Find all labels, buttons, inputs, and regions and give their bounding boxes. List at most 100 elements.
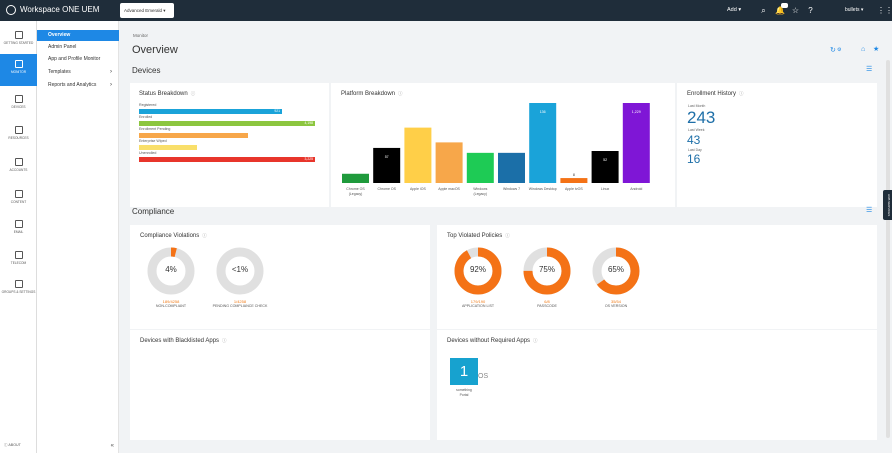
email-icon <box>14 220 23 228</box>
subnav-reports-analytics[interactable]: Reports and Analytics › <box>37 80 119 91</box>
platform-category-label: (Legacy) <box>473 192 487 196</box>
enrollment-value[interactable]: 243 <box>687 108 716 127</box>
status-bar[interactable] <box>139 145 197 150</box>
status-bar-value: 921 <box>274 109 280 113</box>
platform-bar[interactable] <box>529 103 557 183</box>
resources-icon <box>14 126 23 134</box>
status-breakdown-panel: Status Breakdown ⓘ Registered 921 Enrolled 4… <box>130 83 329 207</box>
subnav-app-profile-monitor[interactable]: App and Profile Monitor <box>48 56 101 62</box>
platform-category-label: Linux <box>601 187 610 191</box>
compliance-donut[interactable]: 92% 179/190 APPLICATION LIST <box>454 247 502 308</box>
info-icon[interactable]: ⓘ <box>398 91 403 96</box>
settings-gear-icon[interactable]: ⚙ <box>837 47 842 53</box>
donut-chart <box>523 247 571 295</box>
compliance-donut[interactable]: 4% 189/4258 NON-COMPLIANT <box>147 247 195 308</box>
devices-section-title: Devices <box>132 66 161 75</box>
info-icon[interactable]: ⓘ <box>533 338 538 343</box>
list-view-icon[interactable]: ☰ <box>866 207 873 214</box>
required-apps-title: Devices without Required Apps ⓘ <box>447 338 538 344</box>
rail-item-accounts[interactable]: ACCOUNTS <box>0 152 37 184</box>
info-icon[interactable]: ⓘ <box>202 233 207 238</box>
info-icon[interactable]: ⓘ <box>222 338 227 343</box>
enrollment-label: Last Day <box>688 148 702 152</box>
compliance-donut[interactable]: 65% 35/54 OS VERSION <box>592 247 640 308</box>
platform-bar[interactable] <box>622 103 650 183</box>
rail-item-groups-settings[interactable]: GROUPS & SETTINGS <box>0 274 37 306</box>
platform-bar-value: 8 <box>573 173 575 177</box>
rail-item-monitor[interactable]: MONITOR <box>0 54 37 86</box>
status-row-label: Registered <box>139 103 157 107</box>
status-bar[interactable]: 3,225 <box>139 157 315 162</box>
app-grid-icon[interactable]: ⋮⋮ <box>877 6 892 15</box>
donut-percent: 75% <box>538 265 555 274</box>
org-group-selector[interactable]: Advanced Emerald ▾ <box>120 3 174 18</box>
rail-item-getting-started[interactable]: GETTING STARTED <box>0 25 37 57</box>
compliance-donut[interactable]: <1% 1/4258 PENDING COMPLIANCE CHECK <box>213 247 267 308</box>
main-content: Monitor Overview ↻ ⚙ ⌂ ★ Devices ☰ Statu… <box>119 21 892 453</box>
status-bar[interactable] <box>139 133 248 138</box>
platform-bar[interactable] <box>342 173 369 183</box>
star-icon[interactable]: ☆ <box>791 6 800 15</box>
info-icon[interactable]: ⓘ <box>190 91 196 96</box>
platform-category-label: Windows Desktop <box>529 187 557 191</box>
rail-item-telecom[interactable]: TELECOM <box>0 245 37 277</box>
breadcrumb[interactable]: Monitor <box>133 33 149 38</box>
donut-arc <box>523 247 571 295</box>
subnav-admin-panel[interactable]: Admin Panel <box>48 44 77 50</box>
add-menu-button[interactable]: Add ▾ <box>727 7 742 13</box>
bell-icon[interactable]: 🔔 <box>775 6 785 15</box>
info-icon[interactable]: ⓘ <box>739 91 744 96</box>
notification-badge <box>781 3 788 8</box>
platform-category-label: Apple iOS <box>410 187 426 191</box>
donut-label: NON-COMPLIANT <box>155 304 187 308</box>
subnav-overview[interactable]: Overview <box>37 30 119 41</box>
donut-count: 35/54 <box>610 299 621 304</box>
donut-hole <box>602 257 630 285</box>
top-bar: Workspace ONE UEM Advanced Emerald ▾ Add… <box>0 0 892 21</box>
compliance-donut[interactable]: 75% 6/8 PASSCODE <box>523 247 571 308</box>
info-icon[interactable]: ⓘ <box>505 233 510 238</box>
search-icon[interactable]: ⌕ <box>761 6 766 15</box>
donut-percent: <1% <box>231 265 249 274</box>
platform-bar[interactable] <box>404 127 432 183</box>
list-view-icon[interactable]: ☰ <box>866 66 873 73</box>
status-bar[interactable]: 921 <box>139 109 282 114</box>
refresh-icon[interactable]: ↻ <box>830 47 836 54</box>
status-bar[interactable]: 4,198 <box>139 121 315 126</box>
platform-bar[interactable] <box>591 151 619 183</box>
enrollment-value[interactable]: 43 <box>687 133 701 147</box>
user-menu[interactable]: bullets ▾ <box>845 7 864 13</box>
required-app-tile[interactable]: 1 <box>450 358 478 385</box>
subnav-templates[interactable]: Templates › <box>37 67 119 78</box>
tile-label: something <box>456 388 472 392</box>
enrollment-label: Last Week <box>688 128 705 132</box>
help-icon[interactable]: ? <box>808 6 813 15</box>
donut-hole <box>226 257 254 285</box>
hub-services-side-tab[interactable]: HUB SERVICES <box>883 190 892 220</box>
rail-item-devices[interactable]: DEVICES <box>0 89 37 121</box>
donut-chart <box>216 247 264 295</box>
platform-bar-value: 136 <box>540 110 546 114</box>
platform-breakdown-title: Platform Breakdown ⓘ <box>341 91 403 97</box>
blacklisted-apps-panel: Devices with Blacklisted Apps ⓘ <box>130 330 430 440</box>
status-row-label: Unenrolled <box>139 151 157 155</box>
enrollment-label: Last Month <box>688 104 706 108</box>
enrollment-value[interactable]: 16 <box>687 152 701 166</box>
platform-bar[interactable] <box>560 178 588 183</box>
required-apps-panel: Devices without Required Apps ⓘ 1 OS some… <box>437 330 877 440</box>
rail-item-email[interactable]: EMAIL <box>0 214 37 246</box>
rail-item-resources[interactable]: RESOURCES <box>0 120 37 152</box>
device-icon <box>14 95 23 103</box>
home-icon[interactable]: ⌂ <box>861 46 866 53</box>
platform-bar[interactable] <box>466 152 494 183</box>
rail-item-content[interactable]: CONTENT <box>0 184 37 216</box>
collapse-nav-icon[interactable]: « <box>110 443 114 449</box>
platform-bar[interactable] <box>498 152 525 183</box>
favorite-star-icon[interactable]: ★ <box>873 46 880 53</box>
platform-bar[interactable] <box>435 142 463 183</box>
about-link[interactable]: ⓘ ABOUT <box>4 443 21 447</box>
platform-bar[interactable] <box>373 147 401 183</box>
getting-started-icon <box>14 31 23 39</box>
scrollbar[interactable] <box>886 60 890 438</box>
